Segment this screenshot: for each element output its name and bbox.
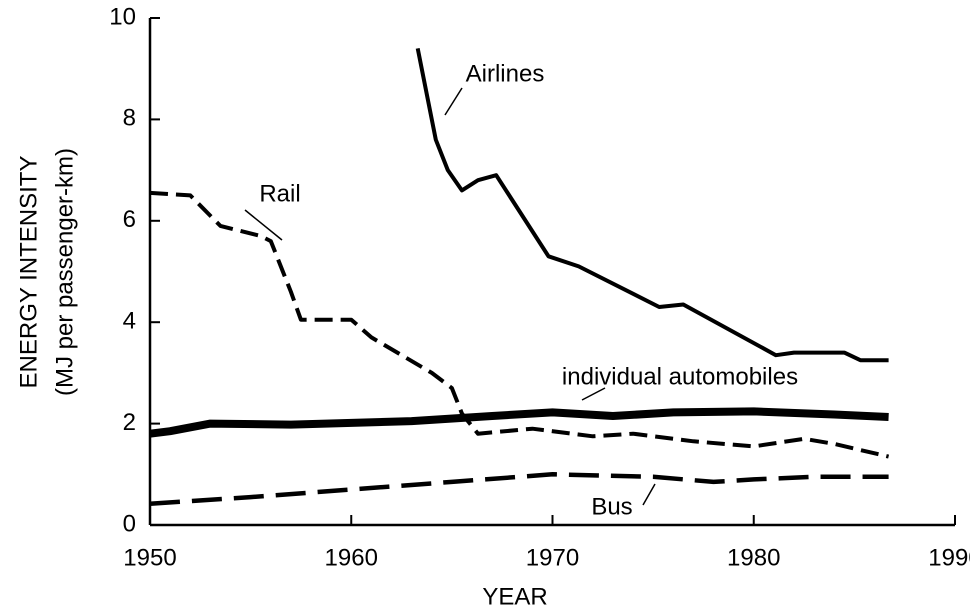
series-line: [149, 407, 889, 438]
leader-line: [581, 387, 606, 401]
x-tick-label: 1980: [727, 544, 780, 571]
y-tick-label: 10: [109, 3, 136, 30]
x-axis-label: YEAR: [482, 583, 547, 610]
x-tick-label: 1950: [123, 544, 176, 571]
y-tick-label: 4: [123, 308, 136, 335]
y-axis-label: (MJ per passenger-km): [51, 148, 78, 396]
series-label: Rail: [259, 180, 300, 207]
x-tick-label: 1960: [325, 544, 378, 571]
x-tick-label: 1990: [928, 544, 970, 571]
y-tick-label: 2: [123, 409, 136, 436]
series-label: Bus: [591, 493, 632, 520]
y-tick-label: 8: [123, 105, 136, 132]
series-line: [149, 190, 890, 459]
series-label: individual automobiles: [562, 363, 798, 390]
x-tick-label: 1970: [526, 544, 579, 571]
leader-line: [444, 87, 463, 116]
series-line: [149, 472, 889, 506]
series-line: [415, 48, 889, 363]
y-tick-label: 6: [123, 206, 136, 233]
leader-line: [244, 209, 283, 241]
series-label: Airlines: [466, 60, 545, 87]
leader-line: [642, 483, 656, 506]
y-tick-label: 0: [123, 510, 136, 537]
y-axis-label: ENERGY INTENSITY: [15, 156, 42, 389]
